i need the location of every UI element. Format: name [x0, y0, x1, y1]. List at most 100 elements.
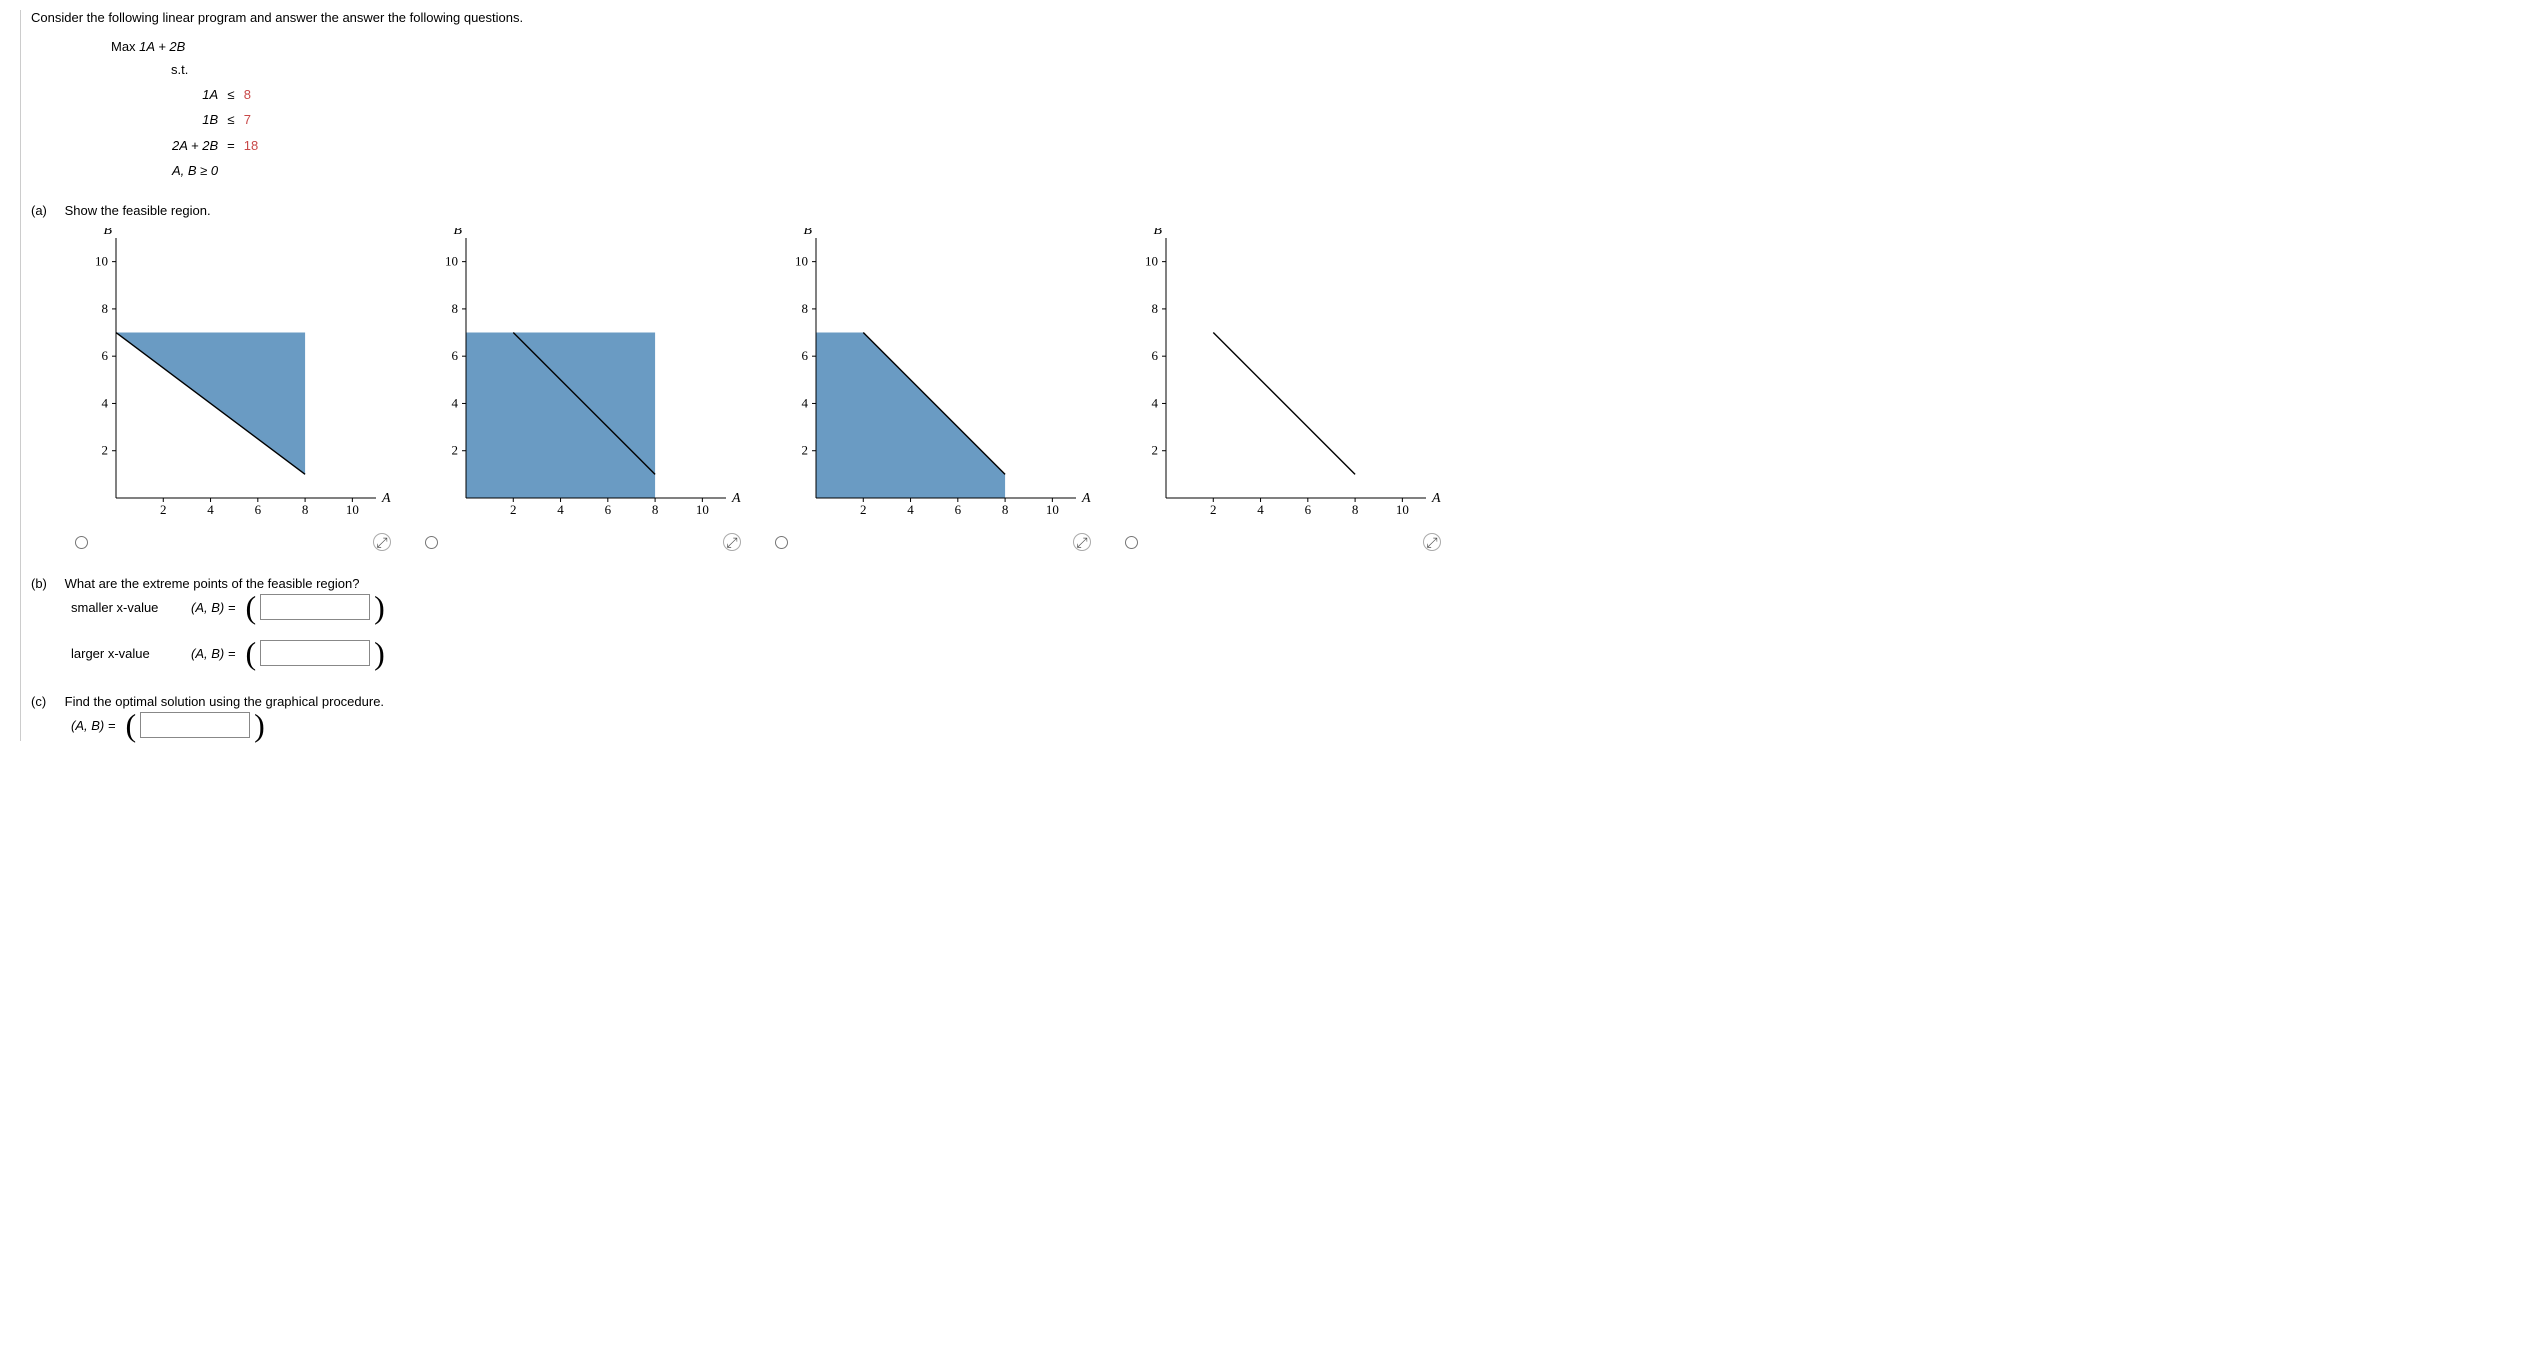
chart-option-radio-4[interactable]	[1125, 536, 1138, 549]
y-tick-label: 6	[452, 349, 459, 364]
lp-st: s.t.	[171, 58, 2524, 81]
y-axis-label: B	[803, 228, 812, 238]
optimal-input[interactable]	[140, 712, 250, 738]
y-tick-label: 2	[102, 443, 109, 458]
y-tick-label: 6	[802, 349, 809, 364]
part-b-label: (b)	[31, 576, 61, 591]
x-axis-label: A	[381, 491, 391, 506]
ab-equals-2: (A, B) =	[191, 646, 235, 661]
smaller-x-label: smaller x-value	[71, 600, 181, 615]
chart-option-radio-1[interactable]	[75, 536, 88, 549]
y-tick-label: 2	[1152, 443, 1159, 458]
part-a: (a) Show the feasible region. 2 4 6 8 10 2 4 6 8…	[31, 203, 2524, 551]
larger-x-input-wrap: ( )	[245, 637, 384, 669]
x-tick-label: 8	[302, 502, 309, 517]
smaller-x-input[interactable]	[260, 594, 370, 620]
lp-formulation: Max 1A + 2B s.t. 1A≤8 1B≤7 2A + 2B=18 A, B …	[111, 35, 2524, 183]
x-tick-label: 10	[696, 502, 709, 517]
x-tick-label: 4	[557, 502, 564, 517]
x-axis-label: A	[731, 491, 741, 506]
part-b-text: What are the extreme points of the feasi…	[65, 576, 360, 591]
zoom-icon[interactable]: ⤢	[373, 533, 391, 551]
y-tick-label: 4	[452, 396, 459, 411]
part-c: (c) Find the optimal solution using the …	[31, 694, 2524, 741]
x-tick-label: 2	[860, 502, 867, 517]
lp-objective: Max 1A + 2B	[111, 35, 2524, 58]
constraint-lhs: 1A	[171, 82, 226, 107]
y-tick-label: 10	[445, 254, 458, 269]
zoom-icon[interactable]: ⤢	[1423, 533, 1441, 551]
constraint-lhs: 1B	[171, 107, 226, 132]
y-axis-label: B	[103, 228, 112, 238]
x-tick-label: 8	[1352, 502, 1359, 517]
part-a-label: (a)	[31, 203, 61, 218]
constraint-rhs	[243, 158, 259, 183]
chart-option-1: 246810246810AB⤢	[71, 228, 391, 551]
part-c-text: Find the optimal solution using the grap…	[65, 694, 384, 709]
x-tick-label: 10	[1396, 502, 1409, 517]
y-tick-label: 4	[102, 396, 109, 411]
x-tick-label: 6	[255, 502, 262, 517]
chart-option-radio-2[interactable]	[425, 536, 438, 549]
x-tick-label: 2	[160, 502, 167, 517]
x-tick-label: 6	[955, 502, 962, 517]
constraint-line	[1213, 333, 1355, 475]
lp-constraints: 1A≤8 1B≤7 2A + 2B=18 A, B ≥ 0	[171, 82, 2524, 184]
chart-option-radio-3[interactable]	[775, 536, 788, 549]
larger-x-input[interactable]	[260, 640, 370, 666]
constraint-rhs: 7	[243, 107, 259, 132]
y-tick-label: 8	[1152, 301, 1159, 316]
chart-option-3: 2 4 6 8 10 2 4 6 8 10 A B ⤢	[771, 228, 1091, 551]
zoom-icon[interactable]: ⤢	[723, 533, 741, 551]
x-tick-label: 4	[1257, 502, 1264, 517]
y-tick-label: 8	[802, 301, 809, 316]
charts-row: 2 4 6 8 10 2 4 6 8 10 A B ⤢ 2 4 6 8 10 2 4 6 8 10 A B ⤢ 2 4 6 8 10 2 4 6 8…	[71, 228, 2524, 551]
y-tick-label: 4	[802, 396, 809, 411]
constraint-op: ≤	[226, 107, 243, 132]
y-tick-label: 10	[95, 254, 108, 269]
x-tick-label: 6	[605, 502, 612, 517]
optimal-row: (A, B) = ( )	[71, 709, 2524, 741]
ab-equals-3: (A, B) =	[71, 718, 115, 733]
x-tick-label: 10	[1046, 502, 1059, 517]
smaller-x-input-wrap: ( )	[245, 591, 384, 623]
chart-option-2: 2 4 6 8 10 2 4 6 8 10 A B ⤢	[421, 228, 741, 551]
constraint-op	[226, 158, 243, 183]
y-axis-label: B	[453, 228, 462, 238]
y-tick-label: 6	[1152, 349, 1159, 364]
x-tick-label: 6	[1305, 502, 1312, 517]
x-tick-label: 10	[346, 502, 359, 517]
y-tick-label: 8	[452, 301, 459, 316]
x-tick-label: 2	[1210, 502, 1217, 517]
feasible-region-shade	[816, 333, 1005, 498]
x-tick-label: 8	[652, 502, 659, 517]
y-tick-label: 2	[452, 443, 459, 458]
x-axis-label: A	[1081, 491, 1091, 506]
y-tick-label: 8	[102, 301, 109, 316]
constraint-rhs: 8	[243, 82, 259, 107]
problem-intro: Consider the following linear program an…	[31, 10, 2524, 25]
y-tick-label: 4	[1152, 396, 1159, 411]
larger-x-row: larger x-value (A, B) = ( )	[71, 637, 2524, 669]
chart-svg-wrap: 2 4 6 8 10 2 4 6 8 10 A B	[421, 228, 741, 531]
chart-svg-wrap: 2 4 6 8 10 2 4 6 8 10 A B	[771, 228, 1091, 531]
x-tick-label: 4	[907, 502, 914, 517]
x-tick-label: 8	[1002, 502, 1009, 517]
constraint-lhs: 2A + 2B	[171, 133, 226, 158]
y-tick-label: 2	[802, 443, 809, 458]
constraint-op: ≤	[226, 82, 243, 107]
chart-svg-wrap: 246810246810AB	[71, 228, 391, 531]
optimal-input-wrap: ( )	[125, 709, 264, 741]
constraint-rhs: 18	[243, 133, 259, 158]
chart-svg-wrap: 246810246810AB	[1121, 228, 1441, 531]
y-tick-label: 10	[1145, 254, 1158, 269]
zoom-icon[interactable]: ⤢	[1073, 533, 1091, 551]
constraint-op: =	[226, 133, 243, 158]
part-a-text: Show the feasible region.	[65, 203, 211, 218]
y-tick-label: 10	[795, 254, 808, 269]
x-tick-label: 2	[510, 502, 516, 517]
x-tick-label: 4	[207, 502, 214, 517]
part-b: (b) What are the extreme points of the f…	[31, 576, 2524, 669]
constraint-lhs: A, B ≥ 0	[171, 158, 226, 183]
x-axis-label: A	[1431, 491, 1441, 506]
